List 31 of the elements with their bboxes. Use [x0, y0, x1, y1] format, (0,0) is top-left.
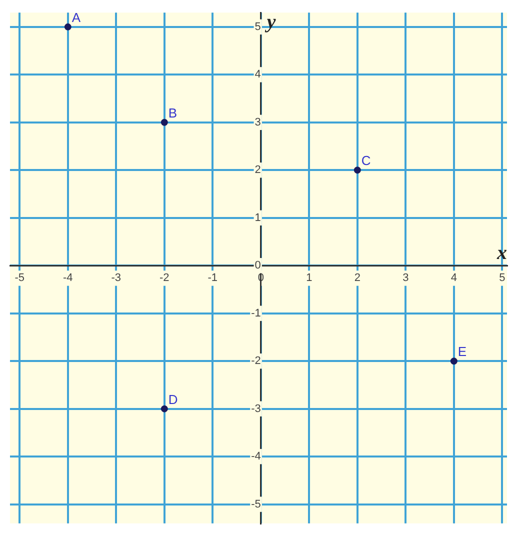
y-tick-label: -4 — [251, 450, 261, 463]
annotation: E — [458, 344, 467, 360]
annotation: A — [72, 10, 81, 25]
y-tick-label: -2 — [251, 355, 261, 368]
point — [64, 23, 72, 30]
point — [450, 358, 458, 365]
x-tick-label: 5 — [499, 272, 506, 284]
annotation: B — [168, 105, 178, 120]
x-tick-label: -4 — [63, 272, 73, 284]
annotation: C — [361, 153, 371, 168]
point — [160, 118, 168, 126]
point — [354, 166, 361, 174]
x-tick-label: 1 — [306, 272, 312, 284]
y-tick-label: 2 — [254, 164, 261, 176]
y-tick-label: -3 — [251, 402, 261, 415]
y-tick-label: 1 — [254, 212, 261, 224]
x-tick-label: -2 — [160, 272, 170, 284]
y-tick-label: 3 — [254, 116, 261, 128]
point — [160, 405, 168, 412]
x-tick-label: -1 — [208, 272, 218, 284]
y-tick-label: 0 — [254, 260, 261, 272]
y-tick-label: 4 — [254, 68, 261, 81]
annotation: D — [168, 392, 178, 407]
y-tick-label: -5 — [251, 498, 261, 510]
x-tick-label: -5 — [14, 272, 25, 284]
y-tick-label: 5 — [254, 20, 261, 33]
x-tick-label: 3 — [402, 272, 409, 284]
y-tick-label: -1 — [251, 307, 261, 320]
x-tick-label: -3 — [111, 272, 122, 284]
x-tick-label: 4 — [450, 272, 457, 284]
x-tick-label: 2 — [354, 272, 360, 284]
